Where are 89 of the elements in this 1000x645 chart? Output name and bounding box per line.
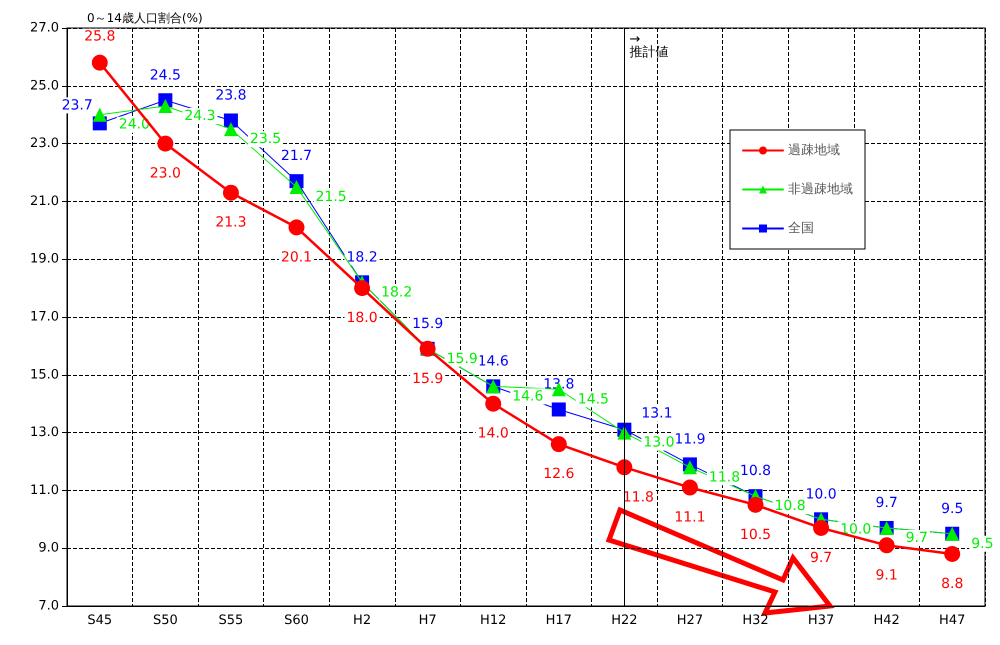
y-tick-label: 19.0 bbox=[30, 252, 59, 267]
data-label: 21.7 bbox=[280, 148, 312, 164]
data-label: 9.7 bbox=[906, 530, 928, 546]
data-label: 10.8 bbox=[774, 498, 806, 514]
data-label: 15.9 bbox=[412, 316, 444, 332]
data-label: 10.0 bbox=[805, 486, 837, 502]
point bbox=[616, 459, 632, 476]
data-label: 9.7 bbox=[876, 494, 898, 511]
data-label: 15.9 bbox=[446, 350, 478, 367]
y-tick-label: 15.0 bbox=[30, 367, 59, 382]
point bbox=[682, 480, 698, 496]
data-label: 9.1 bbox=[876, 567, 898, 584]
y-tick-label: 21.0 bbox=[30, 194, 59, 209]
y-tick-label: 11.0 bbox=[30, 482, 59, 498]
data-label: 11.1 bbox=[674, 510, 706, 526]
y-tick-label: 23.0 bbox=[30, 136, 59, 152]
y-tick-label: 25.0 bbox=[30, 78, 59, 94]
data-label: 21.3 bbox=[215, 214, 247, 231]
data-label: 24.5 bbox=[150, 67, 181, 84]
point bbox=[748, 496, 764, 513]
data-label: 11.8 bbox=[708, 469, 740, 486]
x-tick-label: S50 bbox=[152, 613, 178, 628]
x-tick-label: H12 bbox=[480, 613, 506, 628]
x-tick-label: S45 bbox=[87, 613, 112, 628]
x-tick-label: H22 bbox=[611, 613, 638, 628]
point bbox=[224, 122, 238, 136]
x-tick-label: H42 bbox=[873, 613, 900, 628]
data-label: 9.5 bbox=[971, 536, 994, 552]
data-label: 8.8 bbox=[941, 576, 964, 592]
data-label: 23.7 bbox=[62, 97, 93, 114]
data-label: 11.8 bbox=[622, 489, 654, 506]
point bbox=[552, 402, 566, 416]
data-label: 21.5 bbox=[316, 188, 347, 205]
data-label: 14.6 bbox=[512, 388, 544, 404]
x-tick-label: H32 bbox=[742, 613, 769, 628]
point bbox=[944, 546, 960, 562]
data-label: 13.1 bbox=[641, 406, 673, 422]
data-label: 11.9 bbox=[674, 431, 706, 448]
x-tick-label: H2 bbox=[353, 613, 372, 628]
x-tick-label: H17 bbox=[546, 613, 572, 628]
legend-label: 過疎地域 bbox=[788, 143, 840, 158]
x-tick-label: H37 bbox=[808, 613, 834, 628]
legend-label: 非過疎地域 bbox=[788, 182, 853, 197]
data-label: 9.7 bbox=[810, 550, 832, 566]
y-tick-label: 17.0 bbox=[30, 310, 59, 324]
x-tick-label: H7 bbox=[418, 613, 437, 628]
point bbox=[158, 99, 172, 114]
y-axis-title: 0～14歳人口割合(%) bbox=[87, 11, 203, 25]
point bbox=[288, 219, 304, 236]
point bbox=[813, 520, 830, 536]
point bbox=[157, 136, 174, 152]
data-label: 10.8 bbox=[740, 463, 772, 480]
point bbox=[354, 280, 370, 296]
data-label: 15.9 bbox=[412, 370, 444, 387]
data-label: 10.5 bbox=[740, 526, 772, 543]
point bbox=[92, 54, 108, 71]
data-label: 14.6 bbox=[478, 353, 509, 370]
data-label: 23.8 bbox=[215, 87, 247, 104]
point bbox=[878, 537, 895, 554]
data-label: 13.0 bbox=[643, 434, 675, 451]
point bbox=[485, 396, 502, 412]
point bbox=[550, 436, 567, 452]
point bbox=[224, 113, 238, 128]
legend-label: 全国 bbox=[788, 221, 814, 236]
data-label: 24.3 bbox=[184, 108, 216, 124]
point bbox=[92, 108, 107, 122]
data-label: 18.2 bbox=[346, 249, 378, 266]
y-tick-label: 13.0 bbox=[30, 425, 59, 440]
data-label: 23.5 bbox=[250, 131, 282, 148]
data-label: 14.5 bbox=[578, 391, 609, 408]
point bbox=[682, 460, 697, 474]
x-tick-label: H47 bbox=[939, 613, 966, 628]
data-label: 18.0 bbox=[346, 310, 378, 326]
point bbox=[222, 184, 239, 201]
data-label: 9.5 bbox=[941, 500, 964, 517]
data-label: 10.0 bbox=[840, 521, 872, 538]
data-label: 23.0 bbox=[150, 166, 181, 182]
y-tick-label: 9.0 bbox=[38, 540, 59, 556]
x-tick-label: S55 bbox=[218, 613, 244, 628]
y-tick-label: 27.0 bbox=[30, 20, 59, 36]
data-label: 12.6 bbox=[543, 466, 574, 482]
y-tick-label: 7.0 bbox=[38, 598, 59, 614]
data-label: 18.2 bbox=[381, 284, 412, 300]
data-label: 20.1 bbox=[280, 249, 312, 266]
data-label: 25.8 bbox=[84, 28, 116, 45]
point bbox=[290, 180, 304, 194]
x-tick-label: H27 bbox=[676, 613, 704, 628]
data-label: 14.0 bbox=[478, 426, 509, 442]
x-tick-label: S60 bbox=[284, 613, 309, 628]
